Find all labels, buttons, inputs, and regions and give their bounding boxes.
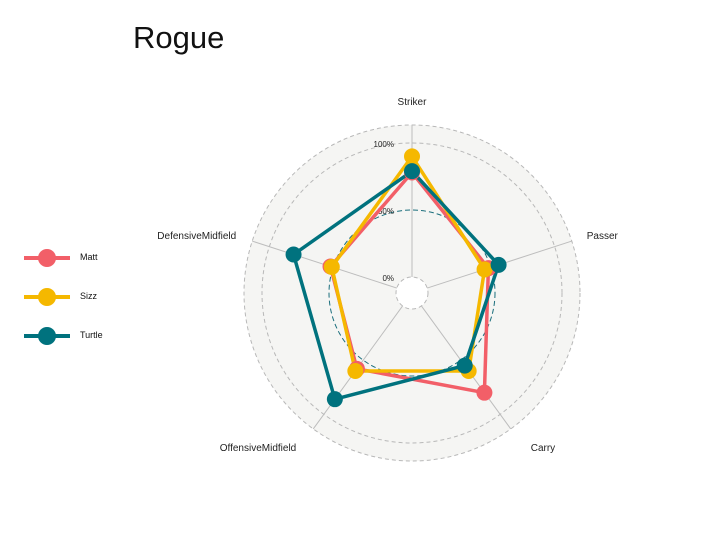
grid-circle-50	[328, 209, 496, 377]
axis-label-defensivemidfield: DefensiveMidfield	[157, 231, 236, 242]
legend-swatch-sizz	[24, 288, 70, 306]
grid-label-0pct: 0%	[382, 274, 394, 283]
legend-swatch-matt	[24, 249, 70, 267]
point-turtle-offensivemidfield	[326, 391, 343, 408]
grid-label-50pct: 50%	[378, 207, 394, 216]
series-line-turtle	[291, 169, 501, 401]
point-sizz-passer	[476, 261, 493, 278]
chart-title: Rogue	[133, 20, 225, 55]
axis-label-passer: Passer	[587, 231, 619, 242]
legend-label-turtle: Turtle	[80, 330, 103, 340]
point-turtle-defensivemidfield	[285, 246, 302, 263]
legend-label-sizz: Sizz	[80, 291, 98, 301]
series-line-sizz	[330, 154, 487, 373]
grid-label-100pct: 100%	[374, 140, 394, 149]
point-matt-carry	[476, 384, 493, 401]
axis-label-carry: Carry	[531, 443, 555, 454]
point-sizz-striker	[404, 148, 420, 165]
point-sizz-offensivemidfield	[347, 362, 364, 379]
point-sizz-defensivemidfield	[323, 258, 340, 275]
grid-circle-0	[395, 276, 429, 310]
grid-circle-100	[261, 142, 563, 444]
point-turtle-passer	[490, 256, 507, 273]
legend-swatch-turtle	[24, 327, 70, 345]
point-turtle-striker	[404, 163, 420, 180]
axis-label-offensivemidfield: OffensiveMidfield	[220, 443, 297, 454]
axis-label-striker: Striker	[398, 97, 428, 108]
point-turtle-carry	[456, 357, 473, 374]
legend-label-matt: Matt	[80, 252, 98, 262]
